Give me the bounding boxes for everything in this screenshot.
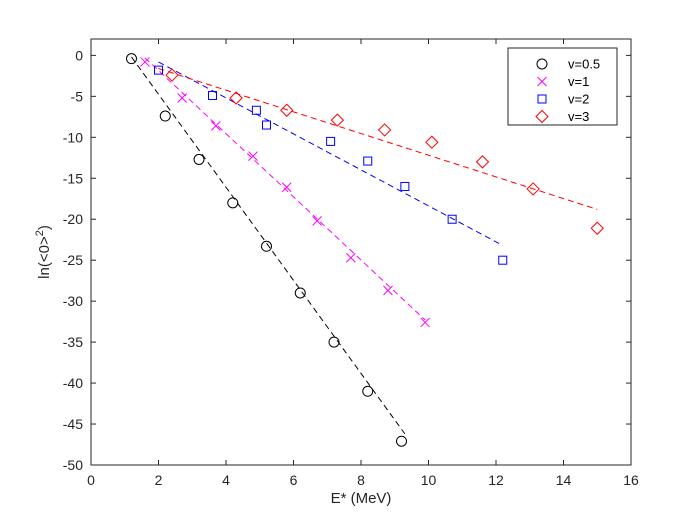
legend-marker-series-4 [535,109,549,124]
x-axis-label: E* (MeV) [331,490,392,507]
legend-label: v=0.5 [568,57,600,72]
legend-label: v=3 [568,109,589,124]
x-tick-label: 10 [421,472,437,488]
data-point-series-3 [498,255,508,265]
data-point-series-1 [396,435,407,447]
y-tick-label: -20 [63,211,83,227]
data-point-series-2 [383,285,393,296]
y-tick-label: -50 [63,457,83,473]
data-point-series-1 [362,385,374,397]
data-point-series-2 [248,151,258,162]
data-point-series-1 [193,153,205,165]
legend-marker-series-2 [537,76,547,87]
data-point-series-1 [261,240,272,252]
data-point-series-4 [229,91,243,105]
data-point-series-2 [346,252,356,263]
legend-marker-series-1 [536,58,548,70]
legend-label: v=2 [568,92,589,107]
x-tick-label: 4 [222,472,230,488]
y-axis-label: ln(<0>2) [34,225,53,279]
x-tick-label: 0 [87,472,95,488]
legend-entries: v=0.5 v=1 v=2 v=3 [535,57,600,124]
y-tick-label: -10 [63,129,83,145]
data-point-series-4 [425,135,439,149]
y-axis-label-main: ln(<0> [36,236,53,279]
data-point-series-3 [251,105,261,115]
y-tick-label: -30 [63,293,83,309]
data-point-series-3 [208,91,217,101]
y-tick-label: -45 [63,416,83,432]
data-point-series-2 [420,317,430,328]
data-point-series-1 [294,287,306,299]
fit-line-series-1 [131,56,406,435]
x-axis-ticks: 0 2 4 6 8 10 12 14 16 [87,39,639,488]
data-point-series-4 [377,123,392,137]
data-point-series-3 [363,156,373,166]
y-axis-label-close: ) [36,225,53,230]
data-point-series-2 [312,216,322,226]
x-tick-label: 12 [488,472,504,488]
data-point-series-3 [400,181,410,191]
y-tick-label: -25 [63,252,83,268]
data-point-series-4 [330,113,345,127]
legend-label: v=1 [568,74,589,89]
legend-marker-series-3 [537,94,547,104]
y-tick-label: -35 [63,334,83,350]
data-point-series-4 [165,68,179,82]
data-point-series-2 [140,57,150,67]
data-point-series-2 [281,182,292,193]
fit-line-series-4 [158,68,598,210]
data-point-series-4 [475,155,490,169]
legend: v=0.5 v=1 v=2 v=3 [507,47,618,126]
x-tick-label: 16 [623,472,639,488]
x-tick-label: 6 [290,472,298,488]
data-point-series-1 [328,336,340,348]
y-tick-label: -5 [71,88,84,104]
data-point-series-4 [280,103,294,117]
data-point-series-3 [326,136,336,146]
data-point-series-4 [526,182,540,196]
data-point-series-3 [154,65,163,75]
data-point-series-3 [447,214,457,224]
y-axis-ticks: 0 -5 -10 -15 -20 -25 -30 -35 -40 -45 -50 [63,47,631,473]
data-point-series-1 [126,53,137,65]
fit-line-series-3 [158,61,503,246]
data-markers [126,53,604,447]
y-axis-label-superscript: 2 [34,230,46,236]
y-tick-label: -15 [63,170,83,186]
y-tick-label: 0 [75,47,83,63]
y-tick-label: -40 [63,375,83,391]
data-point-series-1 [159,110,171,122]
data-point-series-2 [211,120,221,131]
legend-box [507,47,618,126]
data-point-series-1 [227,197,239,209]
data-point-series-3 [262,120,271,130]
data-point-series-4 [590,221,604,235]
x-tick-label: 14 [556,472,572,488]
x-tick-label: 2 [155,472,163,488]
data-point-series-2 [177,93,187,103]
x-tick-label: 8 [357,472,365,488]
